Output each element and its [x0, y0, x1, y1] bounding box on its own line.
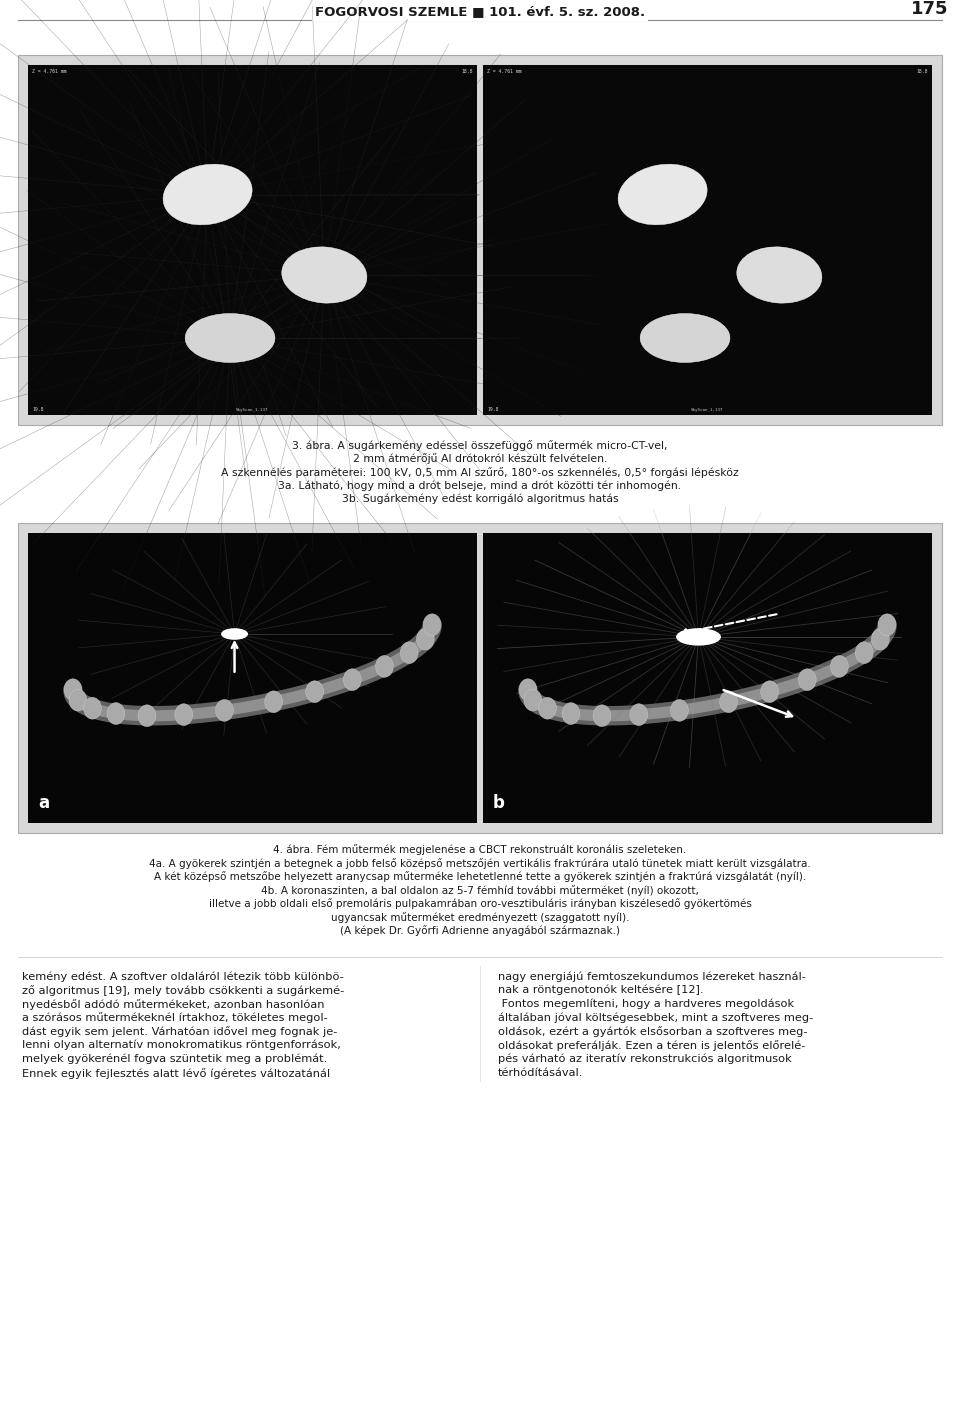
Ellipse shape: [108, 702, 125, 725]
Ellipse shape: [265, 691, 282, 712]
Text: 19.8: 19.8: [32, 407, 43, 412]
Ellipse shape: [593, 705, 611, 726]
Ellipse shape: [163, 164, 252, 225]
Ellipse shape: [720, 691, 737, 712]
Text: nagy energiájú femtoszekundumos lézereket használ-: nagy energiájú femtoszekundumos lézereke…: [498, 970, 805, 982]
Bar: [483, 66, 932, 415]
Bar: [28, 532, 477, 822]
Ellipse shape: [760, 681, 779, 702]
Ellipse shape: [630, 704, 648, 725]
Text: ugyancsak műterméket eredményezett (szaggatott nyíl).: ugyancsak műterméket eredményezett (szag…: [331, 912, 629, 923]
Text: (A képek Dr. Győrfi Adrienne anyagából származnak.): (A képek Dr. Győrfi Adrienne anyagából s…: [340, 926, 620, 936]
Ellipse shape: [519, 679, 537, 701]
Text: Fontos megemlíteni, hogy a hardveres megoldások: Fontos megemlíteni, hogy a hardveres meg…: [498, 999, 794, 1009]
Text: dást egyik sem jelent. Várhatóan idővel meg fognak je-: dást egyik sem jelent. Várhatóan idővel …: [22, 1026, 337, 1037]
Ellipse shape: [375, 655, 394, 678]
Ellipse shape: [84, 698, 102, 719]
Text: 2 mm átmérőjű Al drótokról készült felvételen.: 2 mm átmérőjű Al drótokról készült felvé…: [353, 454, 607, 464]
Text: ző algoritmus [19], mely tovább csökkenti a sugárkemé-: ző algoritmus [19], mely tovább csökkent…: [22, 985, 345, 996]
Text: nak a röntgenotonók keltésére [12].: nak a röntgenotonók keltésére [12].: [498, 985, 704, 995]
Text: Z = 4.761 mm: Z = 4.761 mm: [32, 68, 66, 74]
Text: 3. ábra. A sugárkemény edéssel összefüggő műtermék micro-CT-vel,: 3. ábra. A sugárkemény edéssel összefügg…: [292, 440, 668, 451]
Text: általában jóval költségesebbek, mint a szoftveres meg-: általában jóval költségesebbek, mint a s…: [498, 1012, 813, 1023]
Ellipse shape: [618, 164, 708, 225]
Text: oldásokat preferálják. Ezen a téren is jelentős előrelé-: oldásokat preferálják. Ezen a téren is j…: [498, 1040, 805, 1050]
Text: kemény edést. A szoftver oldaláról létezik több különbö-: kemény edést. A szoftver oldaláról létez…: [22, 970, 344, 982]
Ellipse shape: [185, 314, 275, 362]
Ellipse shape: [539, 698, 557, 719]
Text: 18.8: 18.8: [917, 68, 928, 74]
Text: A két középső metszőbe helyezett aranycsap műterméke lehetetlenné tette a gyöker: A két középső metszőbe helyezett aranycs…: [154, 872, 806, 882]
Ellipse shape: [344, 669, 361, 691]
Ellipse shape: [175, 704, 193, 725]
Text: térhódításával.: térhódításával.: [498, 1067, 584, 1077]
Text: Ennek egyik fejlesztés alatt lévő ígéretes változatánál: Ennek egyik fejlesztés alatt lévő ígéret…: [22, 1067, 330, 1079]
Ellipse shape: [417, 628, 434, 651]
Text: FOGORVOSI SZEMLE ■ 101. évf. 5. sz. 2008.: FOGORVOSI SZEMLE ■ 101. évf. 5. sz. 2008…: [315, 6, 645, 19]
Ellipse shape: [878, 614, 896, 635]
Text: 3b. Sugárkemény edést korrigáló algoritmus hatás: 3b. Sugárkemény edést korrigáló algoritm…: [342, 494, 618, 505]
Ellipse shape: [799, 669, 816, 691]
Ellipse shape: [306, 681, 324, 702]
Text: lenni olyan alternatív monokromatikus röntgenforrások,: lenni olyan alternatív monokromatikus rö…: [22, 1040, 341, 1050]
Ellipse shape: [423, 614, 441, 635]
Bar: [18, 522, 942, 832]
Ellipse shape: [138, 705, 156, 726]
Text: b: b: [493, 793, 505, 812]
Ellipse shape: [64, 679, 82, 701]
Ellipse shape: [736, 247, 822, 303]
Text: nyedésből adódó műtermékeket, azonban hasonlóan: nyedésből adódó műtermékeket, azonban ha…: [22, 999, 324, 1009]
Text: a szórásos műtermékeknél írtakhoz, tökéletes megol-: a szórásos műtermékeknél írtakhoz, tökél…: [22, 1012, 327, 1023]
Text: 175: 175: [910, 0, 948, 19]
Bar: [483, 532, 932, 822]
Text: melyek gyökerénél fogva szüntetik meg a problémát.: melyek gyökerénél fogva szüntetik meg a …: [22, 1053, 327, 1065]
Text: 19.8: 19.8: [487, 407, 498, 412]
Text: pés várható az iteratív rekonstrukciós algoritmusok: pés várható az iteratív rekonstrukciós a…: [498, 1053, 792, 1065]
Text: a: a: [38, 793, 49, 812]
Text: Z = 4.761 mm: Z = 4.761 mm: [487, 68, 521, 74]
Ellipse shape: [670, 699, 688, 721]
Ellipse shape: [830, 655, 849, 678]
Ellipse shape: [676, 628, 721, 645]
Ellipse shape: [562, 702, 580, 725]
Text: 18.8: 18.8: [462, 68, 473, 74]
Bar: [28, 66, 477, 415]
Ellipse shape: [400, 642, 419, 664]
Text: 4b. A koronaszinten, a bal oldalon az 5-7 fémhíd további műterméket (nyíl) okozo: 4b. A koronaszinten, a bal oldalon az 5-…: [261, 885, 699, 896]
Text: A szkennélés paraméterei: 100 kV, 0,5 mm Al szűrő, 180°-os szkennélés, 0,5° forg: A szkennélés paraméterei: 100 kV, 0,5 mm…: [221, 467, 739, 478]
Text: illetve a jobb oldali első premoláris pulpakamrában oro-vesztibuláris irányban k: illetve a jobb oldali első premoláris pu…: [208, 899, 752, 909]
Text: SkyScan_1.137: SkyScan_1.137: [691, 408, 723, 412]
Ellipse shape: [855, 642, 873, 664]
Text: 4. ábra. Fém műtermék megjelenése a CBCT rekonstruált koronális szeleteken.: 4. ábra. Fém műtermék megjelenése a CBCT…: [274, 845, 686, 855]
Ellipse shape: [640, 314, 730, 362]
Ellipse shape: [524, 689, 541, 711]
Ellipse shape: [69, 689, 86, 711]
Text: 3a. Látható, hogy mind a drót belseje, mind a drót közötti tér inhomogén.: 3a. Látható, hogy mind a drót belseje, m…: [278, 481, 682, 491]
Text: oldások, ezért a gyártók elsősorban a szoftveres meg-: oldások, ezért a gyártók elsősorban a sz…: [498, 1026, 807, 1037]
Text: SkyScan_1.137: SkyScan_1.137: [236, 408, 268, 412]
Text: 4a. A gyökerek szintjén a betegnek a jobb felső középső metszőjén vertikális fra: 4a. A gyökerek szintjén a betegnek a job…: [149, 858, 811, 869]
Ellipse shape: [282, 247, 367, 303]
Ellipse shape: [872, 628, 889, 651]
Ellipse shape: [215, 699, 233, 721]
Bar: [18, 56, 942, 425]
Ellipse shape: [221, 628, 248, 639]
